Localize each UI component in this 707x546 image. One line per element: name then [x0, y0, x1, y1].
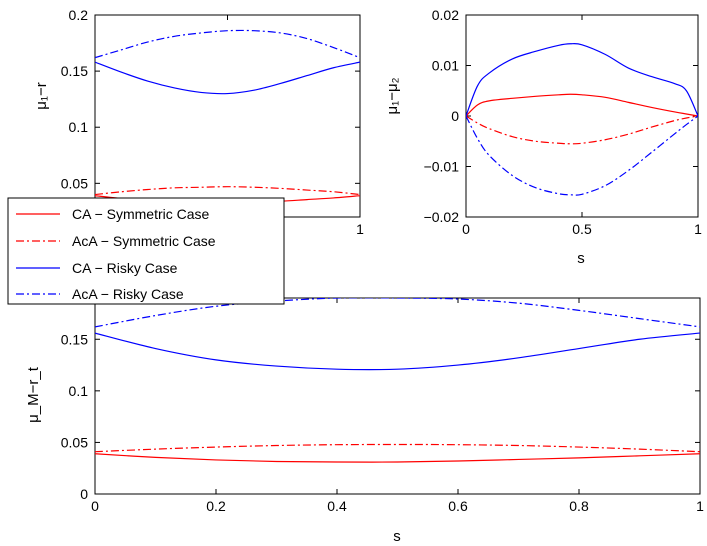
y-tick-label: 0 [451, 108, 459, 124]
y-tick-label: 0 [80, 486, 88, 502]
y-tick-label: 0.15 [61, 331, 88, 347]
x-tick-label: 0 [462, 221, 470, 237]
y-tick-label: 0.05 [61, 434, 88, 450]
series-line [95, 332, 700, 371]
xlabel-bottom: s [393, 528, 401, 545]
plot-frame [94, 14, 361, 218]
series-line [466, 115, 698, 145]
x-tick-label: 0.5 [572, 221, 592, 237]
x-tick-label: 1 [694, 221, 702, 237]
xlabel-top-right: s [577, 250, 585, 267]
series-line [95, 61, 360, 95]
x-tick-label: 0.4 [327, 498, 347, 514]
legend: CA − Symmetric Case AcA − Symmetric Case… [7, 197, 285, 305]
x-tick-label: 0 [91, 498, 99, 514]
y-tick-label: 0.1 [69, 119, 89, 135]
x-tick-label: 1 [696, 498, 704, 514]
ylabel-top-left: μ₁−r [33, 82, 50, 109]
x-tick-label: 0.6 [448, 498, 468, 514]
y-tick-label: 0.02 [432, 7, 459, 23]
axes-top-left: 00.510.050.10.150.2 [61, 7, 364, 237]
series-line [95, 443, 700, 453]
series-line [466, 93, 698, 117]
y-tick-label: 0.2 [69, 7, 89, 23]
series-group [466, 42, 698, 196]
series-line [95, 29, 360, 59]
y-tick-label: 0.05 [61, 175, 88, 191]
series-line [95, 186, 360, 196]
axes-layer: 0 0.5 1 0.05 0.1 0.15 0.2 0 0.5 1 −0.02 −0.01 0 0.01 0… [61, 7, 704, 514]
series-group [95, 298, 700, 463]
series-line [466, 42, 698, 117]
x-tick-label: 0.2 [206, 498, 226, 514]
y-tick-label: −0.02 [424, 209, 460, 225]
legend-label: AcA − Symmetric Case [72, 233, 216, 249]
legend-entry: CA − Symmetric Case [16, 206, 210, 222]
legend-label: AcA − Risky Case [72, 286, 184, 302]
y-tick-label: 0.01 [432, 58, 459, 74]
y-tick-label: 0.1 [69, 383, 89, 399]
axes-bottom: 0 0.2 0.4 0.6 0.8 1 0 0.05 0.1 0.15 [61, 297, 704, 514]
x-tick-label: 1 [356, 221, 364, 237]
ylabel-bottom: μ_M−r_t [25, 366, 42, 423]
axes-top-right: 0 0.5 1 −0.02 −0.01 0 0.01 0.02 [424, 7, 703, 237]
plot-frame [94, 297, 701, 495]
legend-entry: AcA − Symmetric Case [16, 233, 216, 249]
plot-frame [465, 14, 699, 218]
series-line [466, 115, 698, 196]
y-tick-label: −0.01 [424, 159, 460, 175]
ylabel-top-right: μ₁−μ₂ [384, 77, 401, 114]
legend-label: CA − Risky Case [72, 260, 178, 276]
x-tick-label: 0.8 [569, 498, 589, 514]
series-line [95, 453, 700, 463]
legend-entry: CA − Risky Case [16, 260, 178, 276]
legend-box [7, 197, 285, 305]
legend-entry: AcA − Risky Case [16, 286, 184, 302]
y-tick-label: 0.15 [61, 63, 88, 79]
legend-label: CA − Symmetric Case [72, 206, 210, 222]
